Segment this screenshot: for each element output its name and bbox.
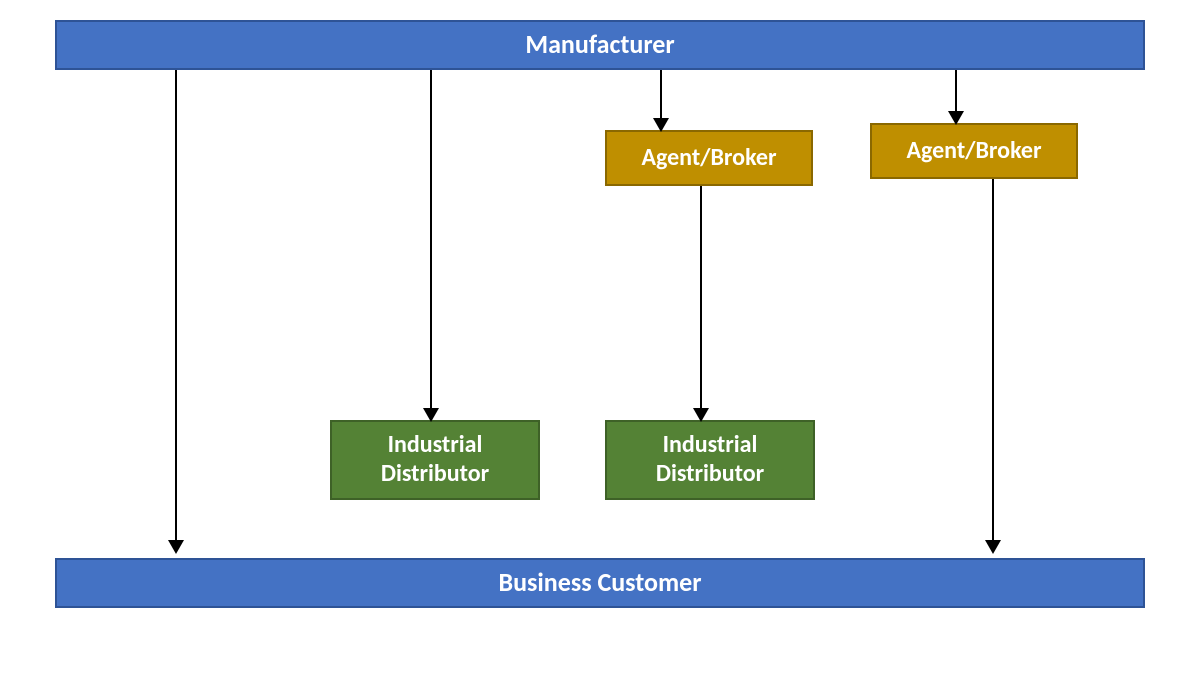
arrow-line-5 <box>992 179 994 540</box>
industrial-distributor-label-1: Industrial Distributor <box>381 431 489 489</box>
agent-broker-box-1: Agent/Broker <box>605 130 813 186</box>
business-customer-box: Business Customer <box>55 558 1145 608</box>
arrow-head-3 <box>948 111 964 125</box>
agent-broker-label-2: Agent/Broker <box>906 137 1041 166</box>
arrow-line-1 <box>430 70 432 408</box>
arrow-head-0 <box>168 540 184 554</box>
arrow-line-3 <box>955 70 957 111</box>
business-customer-label: Business Customer <box>499 567 702 598</box>
arrow-line-0 <box>175 70 177 540</box>
distribution-channel-diagram: Manufacturer Agent/Broker Agent/Broker I… <box>0 0 1200 675</box>
arrow-head-1 <box>423 408 439 422</box>
arrow-head-5 <box>985 540 1001 554</box>
industrial-distributor-box-1: Industrial Distributor <box>330 420 540 500</box>
agent-broker-box-2: Agent/Broker <box>870 123 1078 179</box>
agent-broker-label-1: Agent/Broker <box>641 144 776 173</box>
arrow-line-2 <box>660 70 662 118</box>
manufacturer-label: Manufacturer <box>525 29 674 60</box>
arrow-head-4 <box>693 408 709 422</box>
arrow-head-2 <box>653 118 669 132</box>
industrial-distributor-label-2: Industrial Distributor <box>656 431 764 489</box>
manufacturer-box: Manufacturer <box>55 20 1145 70</box>
industrial-distributor-box-2: Industrial Distributor <box>605 420 815 500</box>
arrow-line-4 <box>700 186 702 408</box>
